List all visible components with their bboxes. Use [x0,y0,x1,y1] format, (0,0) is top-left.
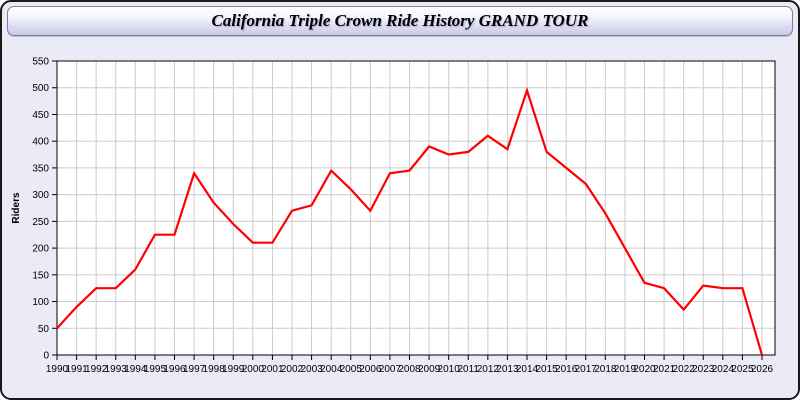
x-tick-label: 2020 [633,364,656,375]
y-tick-label: 0 [43,351,49,362]
y-tick-label: 150 [32,270,49,281]
x-tick-label: 2012 [477,364,500,375]
riders-series-line [56,86,764,356]
x-tick-label: 2010 [438,364,461,375]
x-tick-label: 1995 [144,364,167,375]
x-tick-label: 2002 [281,364,304,375]
x-tick-label: 2000 [242,364,265,375]
x-tick-label: 2019 [614,364,637,375]
x-tick-label: 2026 [751,364,774,375]
x-tick-label: 2007 [379,364,402,375]
y-tick-label: 50 [38,324,50,335]
title-bar: California Triple Crown Ride History GRA… [7,6,793,36]
x-tick-label: 1991 [65,364,88,375]
x-tick-label: 2022 [673,364,696,375]
y-tick-label: 200 [32,244,49,255]
x-tick-label: 2015 [535,364,558,375]
x-tick-label: 2016 [555,364,578,375]
x-tick-label: 2004 [320,364,343,375]
x-tick-label: 2025 [731,364,754,375]
x-tick-label: 2014 [516,364,539,375]
x-tick-label: 2023 [692,364,715,375]
y-tick-label: 450 [32,110,49,121]
x-tick-label: 1998 [203,364,226,375]
x-tick-label: 2011 [457,364,479,375]
x-tick-label: 2003 [300,364,323,375]
x-tick-label: 2001 [261,364,284,375]
y-tick-label: 100 [32,297,49,308]
plot-area [57,61,775,355]
x-tick-label: 2024 [712,364,735,375]
x-tick-label: 1992 [85,364,108,375]
x-tick-label: 2006 [359,364,382,375]
x-tick-label: 1994 [124,364,147,375]
plot-border [56,60,776,356]
chart-canvas: 1990199119921993199419951996199719981999… [11,57,776,375]
y-tick-label: 300 [32,190,49,201]
x-tick-label: 1996 [163,364,186,375]
y-tick-label: 400 [32,137,49,148]
x-tick-label: 1997 [183,364,206,375]
window-title: California Triple Crown Ride History GRA… [211,11,589,30]
x-tick-label: 2021 [653,364,676,375]
ride-history-chart: 1990 1991 1992 1993 1994 1995 1996 1997 1998 1999… [2,40,798,398]
y-tick-label: 350 [32,163,49,174]
x-tick-label: 2013 [496,364,519,375]
x-tick-label: 2009 [418,364,441,375]
x-tick-label: 1990 [46,364,69,375]
y-tick-label: 250 [32,217,49,228]
x-tick-label: 2008 [398,364,421,375]
y-tick-label: 500 [32,83,49,94]
x-tick-label: 1993 [105,364,128,375]
x-tick-label: 2018 [594,364,617,375]
y-tick-label: 550 [32,57,49,68]
y-axis-title: Riders [11,192,22,224]
x-tick-label: 2017 [575,364,598,375]
x-tick-label: 2005 [340,364,363,375]
x-tick-label: 1999 [222,364,245,375]
